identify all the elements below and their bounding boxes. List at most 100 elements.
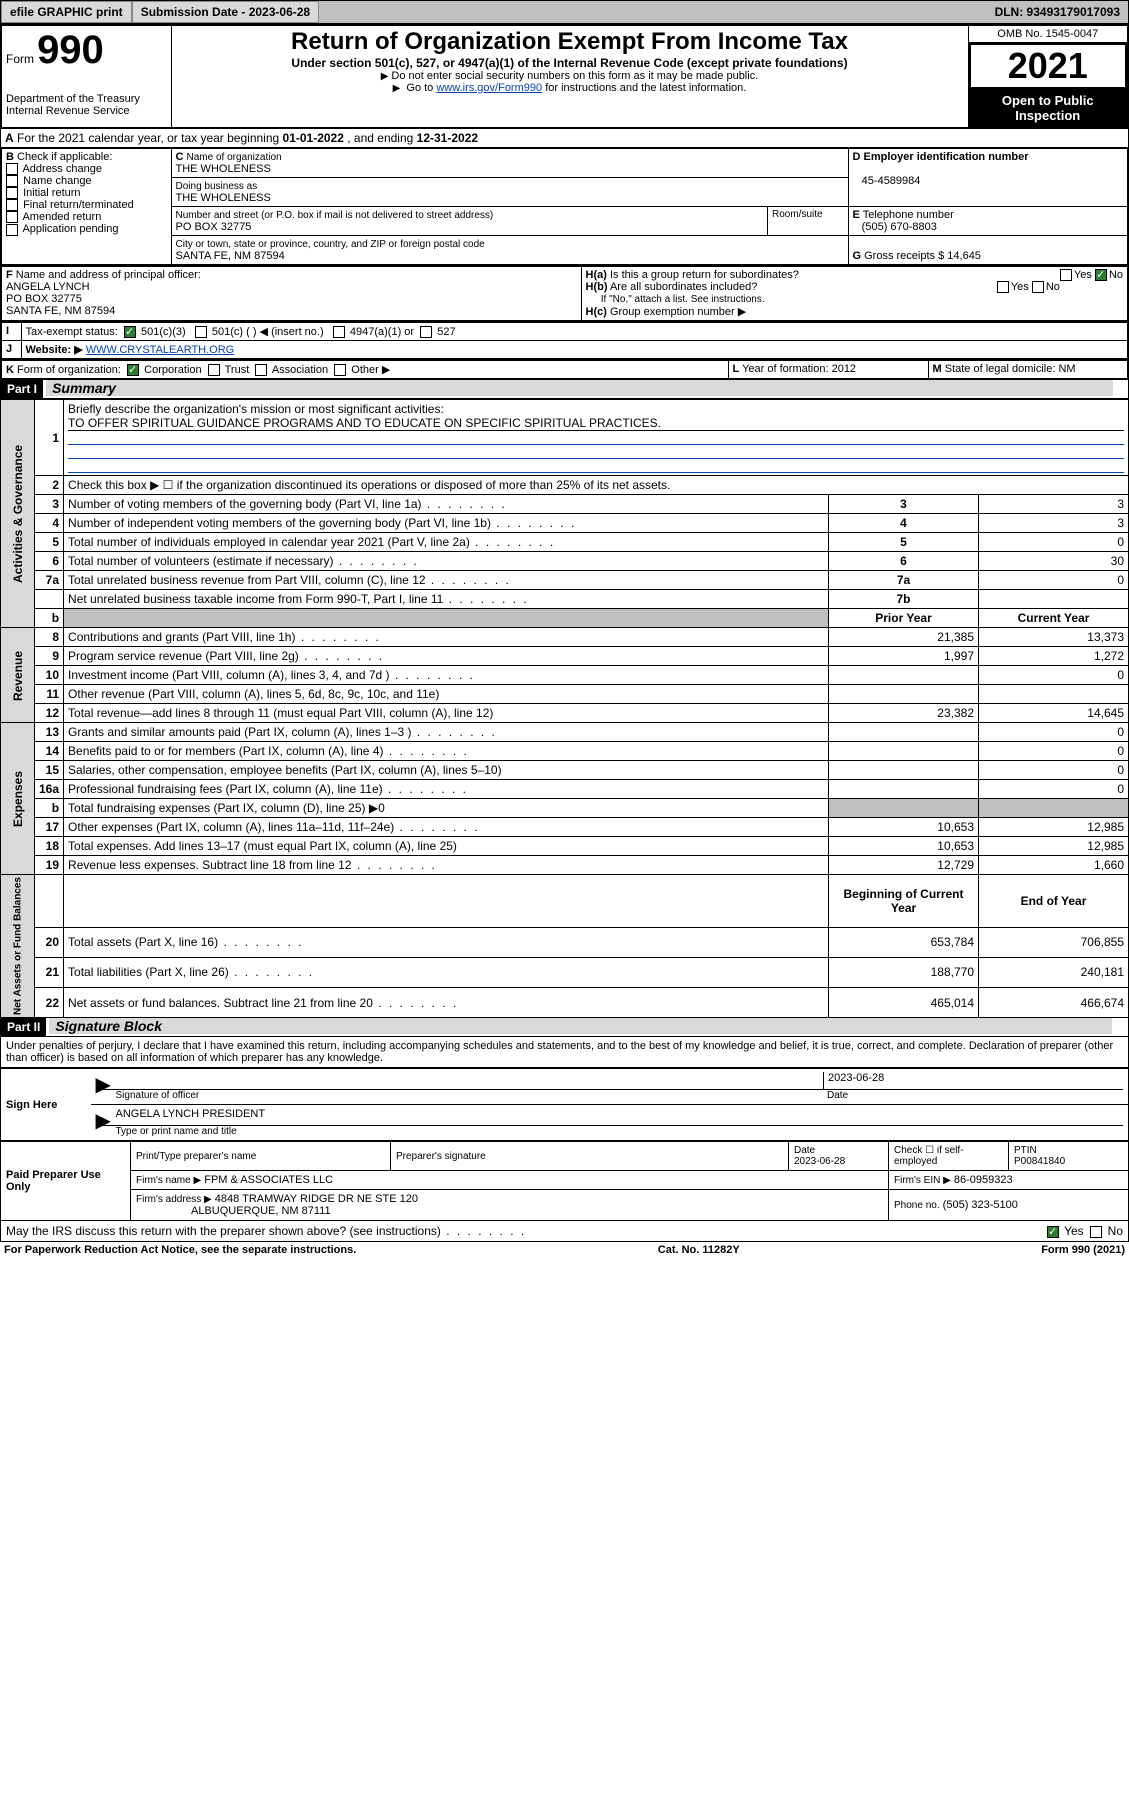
m-label: State of legal domicile: [945,363,1056,375]
cb-4947[interactable] [333,326,345,338]
street-value: PO BOX 32775 [176,221,252,233]
hb-note: If "No," attach a list. See instructions… [601,294,765,305]
form-header: Form 990 Department of the Treasury Inte… [0,24,1129,129]
ha-label: Is this a group return for subordinates? [610,269,799,281]
e-label: Telephone number [863,209,954,221]
form-subtitle: Under section 501(c), 527, or 4947(a)(1)… [176,56,964,70]
cb-trust[interactable] [208,364,220,376]
dept-treasury: Department of the Treasury [6,93,167,105]
f-label: Name and address of principal officer: [16,269,201,281]
dln-label: DLN: 93493179017093 [987,2,1128,22]
tab-net-assets: Net Assets or Fund Balances [1,875,35,1018]
room-label: Room/suite [768,207,848,235]
date-label: Date [823,1090,1123,1101]
checkbox-amended[interactable] [6,211,18,223]
website-link[interactable]: WWW.CRYSTALEARTH.ORG [86,344,235,356]
checkbox-address-change[interactable] [6,163,18,175]
irs-link[interactable]: www.irs.gov/Form990 [436,82,542,94]
open-public: Open to Public Inspection [969,89,1128,127]
ein-value: 45-4589984 [862,175,921,187]
form-prefix: Form [6,52,34,66]
note-goto-b: for instructions and the latest informat… [545,82,746,94]
part-ii-title: Signature Block [49,1018,1112,1034]
k-label: Form of organization: [17,364,121,376]
prep-sig-label: Preparer's signature [391,1142,789,1171]
sign-arrow-icon-2: ▶ [96,1108,116,1125]
note-goto-a: Go to [406,82,436,94]
part-ii-header: Part II [1,1018,46,1036]
discuss-label: May the IRS discuss this return with the… [6,1224,526,1238]
officer-addr1: PO BOX 32775 [6,293,82,305]
line-a-text-b: , and ending [347,131,416,145]
hc-label: Group exemption number ▶ [610,306,746,318]
cb-other[interactable] [334,364,346,376]
checkbox-final-return[interactable] [6,199,18,211]
tax-year-begin: 01-01-2022 [283,131,344,145]
firm-addr2: ALBUQUERQUE, NM 87111 [191,1205,331,1217]
g-label: Gross receipts $ [864,250,944,262]
l-label: Year of formation: [742,363,828,375]
hb-no[interactable] [1032,281,1044,293]
gross-receipts: 14,645 [947,250,981,262]
line2: Check this box ▶ ☐ if the organization d… [64,476,1129,495]
form-title: Return of Organization Exempt From Incom… [176,28,964,56]
cb-501c3[interactable] [124,326,136,338]
street-label: Number and street (or P.O. box if mail i… [176,210,494,221]
tax-year-end: 12-31-2022 [417,131,478,145]
pra-notice: For Paperwork Reduction Act Notice, see … [4,1244,356,1256]
c-name-label: Name of organization [187,152,282,163]
part-i-table: Activities & Governance 1 Briefly descri… [0,399,1129,1018]
type-name-label: Type or print name and title [96,1126,1124,1137]
sig-date: 2023-06-28 [823,1072,1123,1089]
ha-yes[interactable] [1060,269,1072,281]
phone-value: (505) 670-8803 [862,221,937,233]
tax-year: 2021 [969,43,1128,89]
tab-revenue: Revenue [1,628,35,723]
checkbox-app-pending[interactable] [6,224,18,236]
submission-date: Submission Date - 2023-06-28 [132,1,319,23]
line1-label: Briefly describe the organization's miss… [68,402,444,416]
officer-name: ANGELA LYNCH [6,281,90,293]
b-label: Check if applicable: [17,151,112,163]
legal-domicile: NM [1058,363,1075,375]
cat-no: Cat. No. 11282Y [658,1244,740,1256]
city-value: SANTA FE, NM 87594 [176,250,285,262]
j-label: Website: ▶ [26,344,83,356]
dba-label: Doing business as [176,181,258,192]
ha-no[interactable] [1095,269,1107,281]
discuss-yes[interactable] [1047,1226,1059,1238]
checkbox-name-change[interactable] [6,175,18,187]
sig-officer-label: Signature of officer [116,1090,824,1101]
checkbox-initial-return[interactable] [6,187,18,199]
part-i-title: Summary [46,380,1113,396]
discuss-no[interactable] [1090,1226,1102,1238]
efile-label[interactable]: efile GRAPHIC print [1,1,132,23]
cb-corp[interactable] [127,364,139,376]
line-a-text-a: For the 2021 calendar year, or tax year … [17,131,283,145]
city-label: City or town, state or province, country… [176,239,485,250]
cb-assoc[interactable] [255,364,267,376]
firm-ein: 86-0959323 [954,1174,1013,1186]
hb-label: Are all subordinates included? [610,281,757,293]
part-i-header: Part I [1,380,43,398]
cb-527[interactable] [420,326,432,338]
officer-name-title: ANGELA LYNCH PRESIDENT [116,1108,266,1125]
firm-phone: (505) 323-5100 [943,1199,1018,1211]
omb-number: OMB No. 1545-0047 [969,26,1128,43]
cb-501c[interactable] [195,326,207,338]
note-ssn: Do not enter social security numbers on … [176,70,964,82]
ptin-value: P00841840 [1014,1156,1065,1167]
firm-name: FPM & ASSOCIATES LLC [204,1174,333,1186]
officer-addr2: SANTA FE, NM 87594 [6,305,115,317]
mission-value: TO OFFER SPIRITUAL GUIDANCE PROGRAMS AND… [68,416,1124,431]
top-bar: efile GRAPHIC print Submission Date - 20… [0,0,1129,24]
entity-block: B Check if applicable: Address change Na… [0,148,1129,266]
sign-arrow-icon: ▶ [96,1072,116,1089]
i-label: Tax-exempt status: [26,326,118,338]
penalty-text: Under penalties of perjury, I declare th… [0,1037,1129,1068]
tab-activities-governance: Activities & Governance [1,400,35,628]
form-number: 990 [37,28,104,72]
sign-here-label: Sign Here [1,1069,91,1141]
hb-yes[interactable] [997,281,1009,293]
irs-label: Internal Revenue Service [6,105,167,117]
